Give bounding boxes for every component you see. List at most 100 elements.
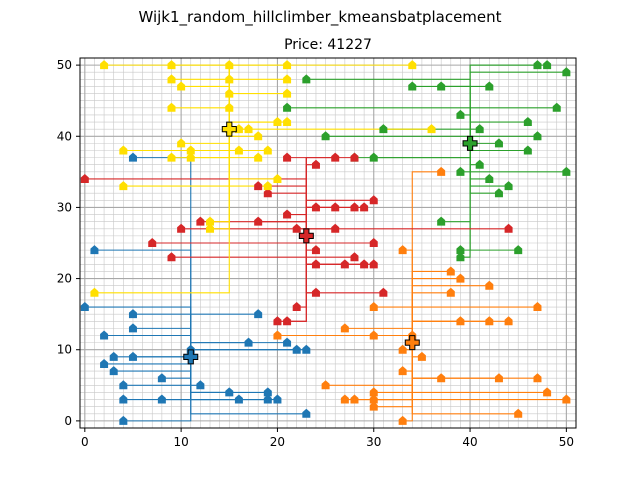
house-marker <box>263 181 272 191</box>
house-marker <box>109 351 118 361</box>
house-marker <box>244 124 253 134</box>
house-marker <box>437 166 446 176</box>
house-marker <box>292 223 301 233</box>
house-marker <box>206 216 215 226</box>
house-marker <box>109 366 118 376</box>
house-marker <box>456 316 465 326</box>
house-marker <box>533 60 542 70</box>
house-marker <box>186 145 195 155</box>
house-marker <box>119 145 128 155</box>
axes-frame <box>79 57 577 429</box>
house-marker <box>427 124 436 134</box>
house-marker <box>543 60 552 70</box>
house-marker <box>128 309 137 319</box>
x-axis-ticks: 0 10 20 30 40 50 <box>81 428 574 449</box>
house-marker <box>273 330 282 340</box>
house-marker <box>543 387 552 397</box>
house-marker <box>283 102 292 112</box>
house-marker <box>350 252 359 262</box>
house-marker <box>485 280 494 290</box>
house-marker <box>485 81 494 91</box>
house-marker <box>562 166 571 176</box>
house-marker <box>369 302 378 312</box>
house-marker <box>283 60 292 70</box>
house-marker <box>273 117 282 127</box>
house-marker <box>533 302 542 312</box>
cable <box>469 143 567 173</box>
house-marker <box>254 181 263 191</box>
y-tick-label: 10 <box>57 343 72 357</box>
house-marker <box>456 109 465 119</box>
house-marker <box>398 245 407 255</box>
house-marker <box>283 337 292 347</box>
house-marker <box>369 330 378 340</box>
house-marker <box>311 202 320 212</box>
house-marker <box>119 394 128 404</box>
y-tick-label: 20 <box>57 272 72 286</box>
house-marker <box>254 152 263 162</box>
house-marker <box>283 209 292 219</box>
y-tick-label: 50 <box>57 58 72 72</box>
battery-marker <box>221 121 237 137</box>
battery-markers <box>183 121 478 365</box>
house-marker <box>225 74 234 84</box>
house-marker <box>437 373 446 383</box>
house-marker <box>128 351 137 361</box>
house-marker <box>311 159 320 169</box>
x-tick-label: 40 <box>462 435 477 449</box>
house-marker <box>263 188 272 198</box>
house-marker <box>177 81 186 91</box>
house-marker <box>119 415 128 425</box>
y-tick-label: 40 <box>57 129 72 143</box>
house-marker <box>100 330 109 340</box>
house-marker <box>128 152 137 162</box>
house-marker <box>283 316 292 326</box>
battery-marker <box>404 335 420 351</box>
house-marker <box>504 181 513 191</box>
house-marker <box>186 152 195 162</box>
house-marker <box>90 287 99 297</box>
house-marker <box>369 238 378 247</box>
house-marker <box>311 245 320 255</box>
house-marker <box>504 223 513 233</box>
x-tick-label: 0 <box>81 435 89 449</box>
house-marker <box>398 366 407 376</box>
house-marker <box>225 88 234 98</box>
house-marker <box>379 124 388 134</box>
house-marker <box>273 394 282 404</box>
house-marker <box>523 117 532 127</box>
house-marker <box>475 159 484 169</box>
house-marker <box>331 152 340 162</box>
x-tick-label: 50 <box>559 435 574 449</box>
house-marker <box>456 166 465 176</box>
house-marker <box>514 408 523 418</box>
house-marker <box>494 373 503 383</box>
house-marker <box>273 316 282 326</box>
house-marker <box>369 152 378 162</box>
house-marker <box>302 344 311 354</box>
x-tick-label: 20 <box>270 435 285 449</box>
house-marker <box>283 152 292 162</box>
house-marker <box>456 252 465 262</box>
house-marker <box>283 88 292 98</box>
house-marker <box>340 394 349 404</box>
house-marker <box>494 138 503 148</box>
house-marker <box>494 188 503 198</box>
house-marker <box>331 202 340 212</box>
house-marker <box>302 408 311 418</box>
house-marker <box>167 252 176 262</box>
house-marker <box>302 74 311 84</box>
house-marker <box>177 223 186 233</box>
battery-marker <box>183 349 199 365</box>
house-marker <box>485 316 494 326</box>
cable <box>305 199 374 236</box>
house-marker <box>533 373 542 383</box>
house-marker <box>283 117 292 127</box>
house-marker <box>340 323 349 333</box>
house-marker <box>562 67 571 77</box>
house-marker <box>408 60 417 70</box>
house-marker <box>446 266 455 276</box>
house-marker <box>263 394 272 404</box>
house-marker <box>225 102 234 112</box>
